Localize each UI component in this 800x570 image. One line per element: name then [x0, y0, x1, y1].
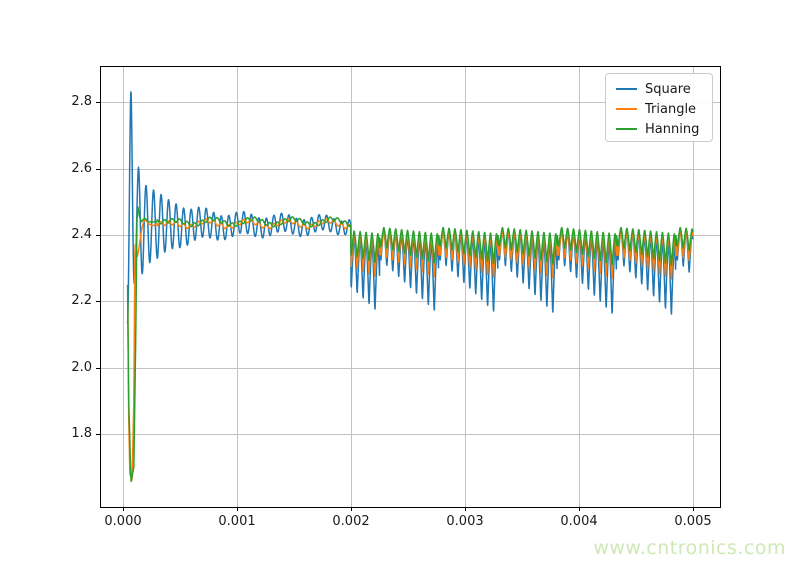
legend-label-square: Square [645, 81, 691, 97]
legend: Square Triangle Hanning [605, 73, 713, 142]
y-tick-label: 2.6 [71, 161, 92, 176]
y-tick-label: 2.0 [71, 360, 92, 375]
legend-entry-square: Square [616, 79, 712, 99]
y-tick-label: 1.8 [71, 426, 92, 441]
x-tick-label: 0.001 [218, 514, 256, 529]
legend-entry-triangle: Triangle [616, 99, 712, 119]
y-tick-label: 2.8 [71, 94, 92, 109]
x-tick-label: 0.005 [674, 514, 712, 529]
legend-label-triangle: Triangle [645, 101, 697, 117]
series-lines [126, 91, 694, 483]
hanning-line-swatch [616, 128, 637, 130]
series-line-hanning [126, 206, 694, 483]
square-line-swatch [616, 88, 637, 90]
y-tick-label: 2.2 [71, 293, 92, 308]
axes-spines [100, 66, 721, 508]
x-tick-label: 0.002 [332, 514, 370, 529]
watermark-text: www.cntronics.com [593, 537, 786, 559]
x-tick-label: 0.003 [446, 514, 484, 529]
legend-entry-hanning: Hanning [616, 119, 712, 139]
y-tick-label: 2.4 [71, 227, 92, 242]
axis-ticks [96, 102, 694, 511]
legend-label-hanning: Hanning [645, 121, 700, 137]
series-line-triangle [127, 218, 694, 481]
triangle-line-swatch [616, 108, 637, 110]
series-line-square [126, 91, 694, 324]
x-tick-label: 0.004 [560, 514, 598, 529]
x-tick-label: 0.000 [104, 514, 142, 529]
